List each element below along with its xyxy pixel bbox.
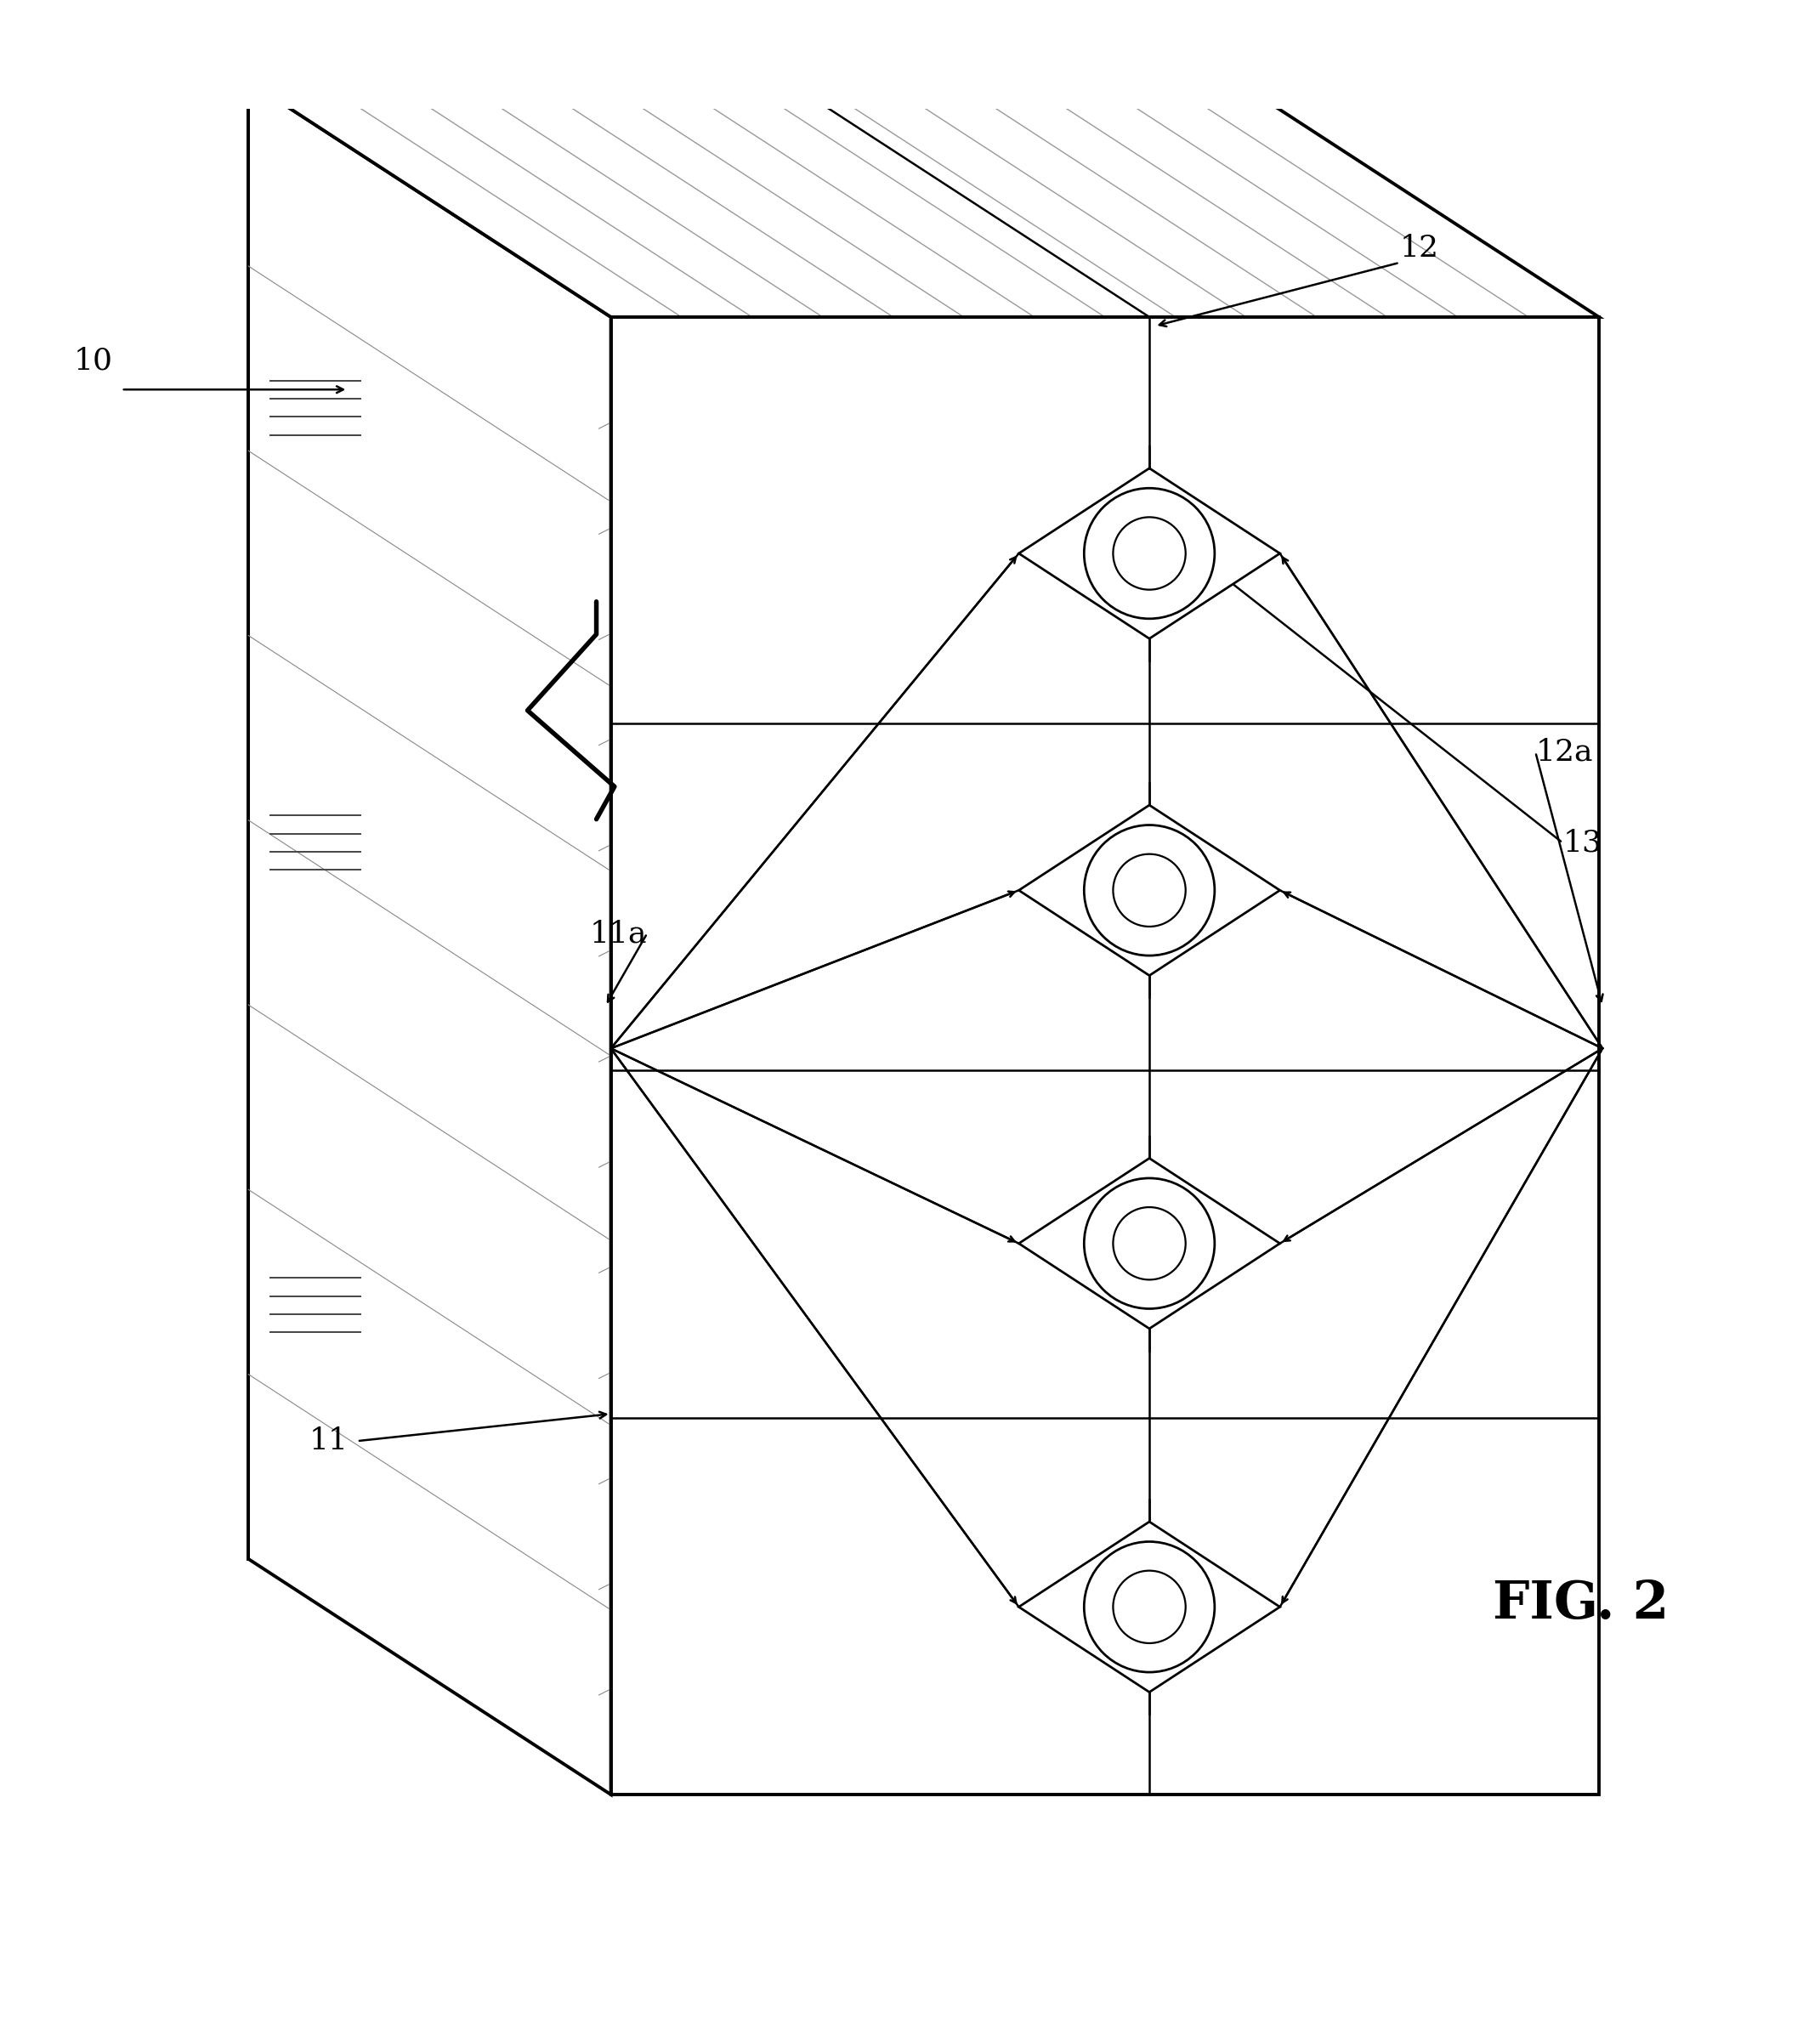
Polygon shape [248, 81, 1600, 317]
Circle shape [1085, 824, 1214, 956]
Text: 10: 10 [73, 347, 113, 376]
Text: 11: 11 [309, 1427, 348, 1456]
Polygon shape [612, 317, 1600, 1795]
Text: FIG. 2: FIG. 2 [1492, 1579, 1669, 1630]
Polygon shape [248, 81, 612, 1795]
Circle shape [1114, 855, 1185, 926]
Circle shape [1085, 1541, 1214, 1673]
Circle shape [1114, 1571, 1185, 1642]
Polygon shape [1019, 1159, 1279, 1330]
Circle shape [1114, 518, 1185, 589]
Circle shape [1085, 1177, 1214, 1309]
Text: 12a: 12a [1536, 737, 1592, 767]
Circle shape [1085, 487, 1214, 619]
Polygon shape [1019, 1522, 1279, 1693]
Text: 12: 12 [1400, 233, 1438, 262]
Circle shape [1114, 1208, 1185, 1279]
Text: 11a: 11a [590, 920, 648, 948]
Text: 13: 13 [1563, 828, 1602, 857]
Polygon shape [1019, 806, 1279, 976]
Polygon shape [1019, 469, 1279, 639]
